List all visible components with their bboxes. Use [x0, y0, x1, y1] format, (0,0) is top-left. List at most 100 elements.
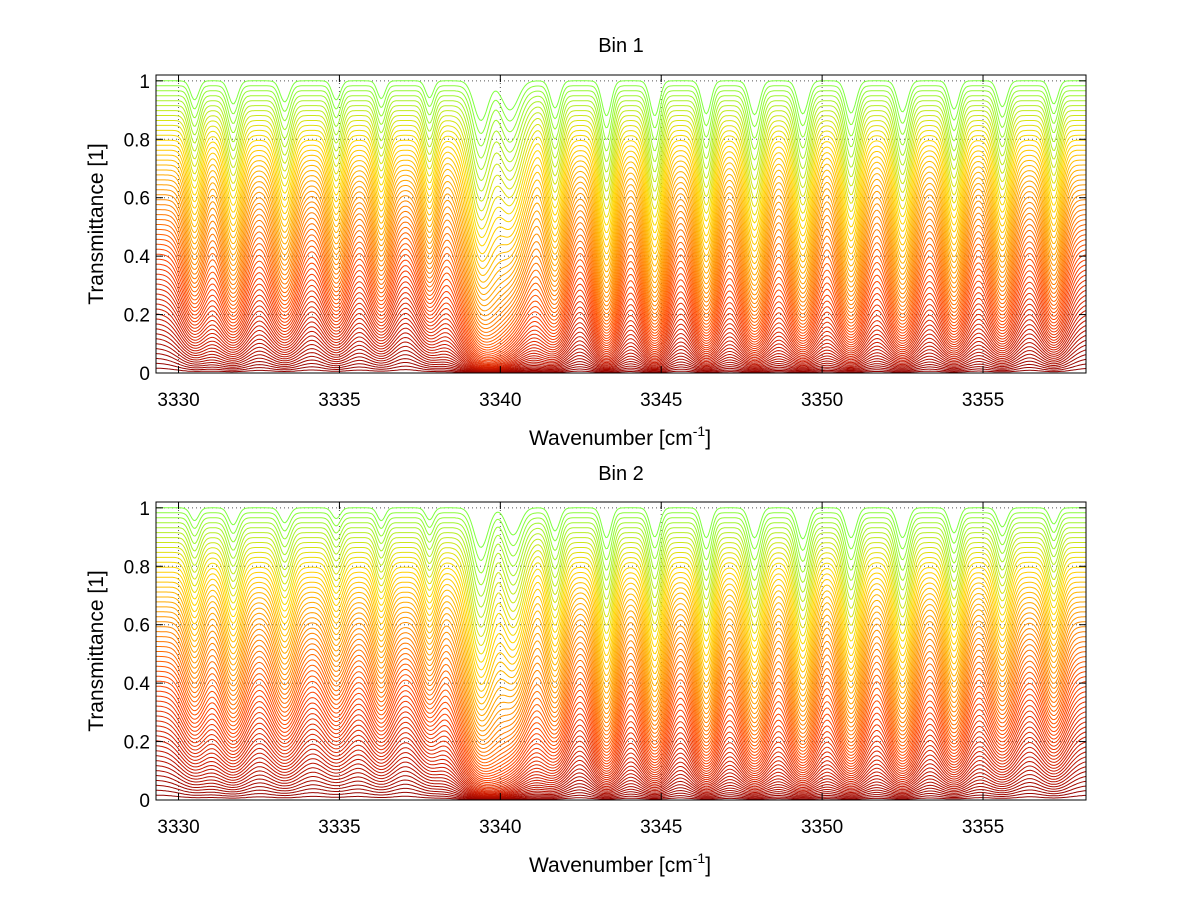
transmittance-series-line [156, 134, 1086, 239]
transmittance-series-line [155, 357, 1087, 373]
transmittance-series-line [155, 789, 1087, 800]
y-tick-label: 0.2 [124, 733, 150, 754]
x-axis-label: Wavenumber [cm-1] [529, 850, 711, 877]
transmittance-series-line [155, 720, 1087, 791]
transmittance-series-line [156, 581, 1086, 692]
transmittance-series-line [156, 169, 1086, 290]
transmittance-series-line [155, 675, 1087, 775]
transmittance-series-line [155, 353, 1087, 373]
subplot-bin-2: Bin 2 3330 3335 3340 3345 3350 3355 0 0.2 0.4 0.… [85, 463, 1087, 877]
transmittance-series-line [156, 507, 1086, 548]
x-tick-label: 3350 [801, 390, 843, 411]
transmittance-series-line [156, 233, 1087, 346]
transmittance-series-line [155, 750, 1087, 797]
series-lines [155, 80, 1087, 374]
transmittance-series-line [156, 621, 1086, 737]
transmittance-series-line [156, 601, 1086, 717]
transmittance-series-line [155, 775, 1087, 799]
transmittance-series-line [156, 204, 1087, 326]
transmittance-series-line [155, 740, 1087, 795]
transmittance-series-line [155, 333, 1087, 372]
y-ticks: 0 0.2 0.4 0.6 0.8 1 [124, 72, 1086, 385]
transmittance-series-line [156, 551, 1086, 647]
transmittance-series-line [155, 298, 1087, 367]
transmittance-series-line [156, 154, 1086, 270]
transmittance-series-line [156, 189, 1086, 312]
transmittance-series-line [156, 199, 1087, 321]
y-tick-label: 1 [139, 499, 150, 520]
subplot-bin-1: Bin 1 3330 3335 3340 3345 3350 3355 0 0.2 0.4 0.… [85, 35, 1087, 450]
transmittance-series-line [156, 522, 1086, 586]
x-ticks: 3330 3335 3340 3345 3350 3355 [157, 502, 1004, 838]
transmittance-series-line [156, 258, 1087, 357]
x-tick-label: 3340 [479, 817, 521, 838]
transmittance-series-line [155, 725, 1087, 792]
transmittance-series-line [156, 547, 1086, 638]
transmittance-series-line [156, 90, 1086, 147]
transmittance-series-line [155, 784, 1087, 800]
axes-frame [155, 74, 1087, 374]
transmittance-series-line [155, 338, 1087, 372]
transmittance-series-line [155, 293, 1087, 366]
transmittance-series-line [155, 705, 1087, 787]
transmittance-series-line [156, 646, 1087, 757]
transmittance-series-line [156, 576, 1086, 686]
transmittance-series-line [155, 323, 1087, 371]
y-tick-label: 0 [139, 364, 150, 385]
transmittance-series-line [156, 174, 1086, 295]
transmittance-series-line [155, 263, 1087, 359]
transmittance-series-line [156, 100, 1086, 171]
y-tick-label: 0.4 [124, 674, 151, 695]
transmittance-series-line [156, 556, 1086, 655]
transmittance-series-line [156, 164, 1086, 283]
transmittance-series-line [156, 641, 1087, 753]
transmittance-series-line [156, 626, 1087, 741]
transmittance-series-line [155, 328, 1087, 371]
x-tick-label: 3335 [318, 817, 360, 838]
transmittance-series-line [156, 228, 1087, 343]
transmittance-series-line [156, 124, 1086, 221]
transmittance-series-line [155, 690, 1087, 782]
transmittance-series-line [155, 303, 1087, 368]
transmittance-series-line [155, 288, 1087, 365]
x-tick-label: 3330 [157, 817, 199, 838]
transmittance-series-line [156, 566, 1086, 671]
transmittance-series-line [156, 636, 1086, 750]
transmittance-series-line [155, 238, 1087, 349]
transmittance-series-line [156, 586, 1086, 699]
transmittance-series-line [156, 571, 1086, 678]
y-tick-label: 0.8 [124, 557, 150, 578]
transmittance-series-line [155, 710, 1087, 788]
transmittance-series-line [156, 611, 1087, 727]
transmittance-series-line [155, 313, 1087, 370]
transmittance-series-line [156, 591, 1086, 705]
transmittance-series-line [156, 179, 1086, 301]
transmittance-series-line [156, 517, 1086, 574]
transmittance-series-line [155, 755, 1087, 797]
transmittance-series-line [156, 194, 1086, 317]
x-tick-label: 3340 [479, 390, 521, 411]
y-tick-label: 0.6 [124, 616, 150, 637]
transmittance-series-line [156, 532, 1086, 608]
transmittance-series-line [155, 794, 1086, 801]
transmittance-series-line [156, 527, 1086, 597]
transmittance-series-line [155, 273, 1087, 362]
transmittance-series-line [156, 159, 1086, 277]
transmittance-series-line [156, 129, 1086, 230]
transmittance-series-line [155, 779, 1087, 800]
transmittance-series-line [156, 631, 1086, 746]
transmittance-series-line [155, 765, 1087, 798]
y-axis-label: Transmittance [1] [85, 570, 108, 731]
y-axis-label: Transmittance [1] [85, 143, 108, 304]
y-tick-label: 0.2 [124, 306, 150, 327]
transmittance-series-line [155, 318, 1087, 370]
transmittance-series-line [155, 745, 1087, 796]
y-tick-label: 0 [139, 791, 150, 812]
transmittance-series-line [156, 248, 1087, 353]
x-tick-label: 3350 [801, 817, 843, 838]
subplot-title: Bin 2 [598, 463, 644, 485]
x-tick-label: 3335 [318, 390, 360, 411]
transmittance-series-line [156, 715, 1087, 790]
transmittance-series-line [155, 735, 1087, 794]
transmittance-series-line [155, 308, 1087, 369]
